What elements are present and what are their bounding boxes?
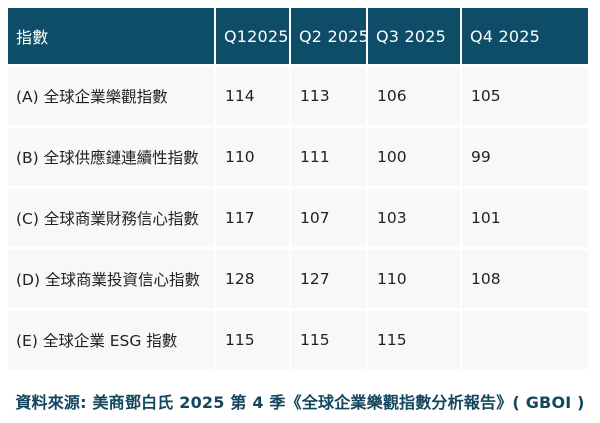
row-label: (A) 全球企業樂觀指數 <box>8 67 214 125</box>
table-row-e: (E) 全球企業 ESG 指數 115 115 115 <box>8 311 588 369</box>
cell-value: 100 <box>368 128 460 186</box>
cell-value: 107 <box>291 189 366 247</box>
cell-value <box>462 311 588 369</box>
cell-value: 105 <box>462 67 588 125</box>
row-label: (E) 全球企業 ESG 指數 <box>8 311 214 369</box>
cell-value: 111 <box>291 128 366 186</box>
cell-value: 115 <box>291 311 366 369</box>
page: 指數 Q12025 Q2 2025 Q3 2025 Q4 2025 (A) 全球… <box>0 5 600 423</box>
cell-value: 101 <box>462 189 588 247</box>
table-row-c: (C) 全球商業財務信心指數 117 107 103 101 <box>8 189 588 247</box>
cell-value: 113 <box>291 67 366 125</box>
cell-value: 114 <box>216 67 289 125</box>
cell-value: 115 <box>216 311 289 369</box>
column-header-index: 指數 <box>8 8 214 64</box>
cell-value: 110 <box>216 128 289 186</box>
cell-value: 110 <box>368 250 460 308</box>
column-header-q2-2025: Q2 2025 <box>291 8 366 64</box>
quarterly-index-table: 指數 Q12025 Q2 2025 Q3 2025 Q4 2025 (A) 全球… <box>6 5 590 372</box>
row-label: (B) 全球供應鏈連續性指數 <box>8 128 214 186</box>
table-row-a: (A) 全球企業樂觀指數 114 113 106 105 <box>8 67 588 125</box>
cell-value: 117 <box>216 189 289 247</box>
table-row-d: (D) 全球商業投資信心指數 128 127 110 108 <box>8 250 588 308</box>
column-header-q3-2025: Q3 2025 <box>368 8 460 64</box>
cell-value: 128 <box>216 250 289 308</box>
header-row: 指數 Q12025 Q2 2025 Q3 2025 Q4 2025 <box>8 8 588 64</box>
cell-value: 106 <box>368 67 460 125</box>
cell-value: 127 <box>291 250 366 308</box>
source-note: 資料來源: 美商鄧白氏 2025 第 4 季《全球企業樂觀指數分析報告》( GB… <box>15 393 585 412</box>
row-label: (C) 全球商業財務信心指數 <box>8 189 214 247</box>
column-header-q4-2025: Q4 2025 <box>462 8 588 64</box>
row-label: (D) 全球商業投資信心指數 <box>8 250 214 308</box>
table-row-b: (B) 全球供應鏈連續性指數 110 111 100 99 <box>8 128 588 186</box>
cell-value: 108 <box>462 250 588 308</box>
column-header-q1-2025: Q12025 <box>216 8 289 64</box>
cell-value: 99 <box>462 128 588 186</box>
cell-value: 103 <box>368 189 460 247</box>
cell-value: 115 <box>368 311 460 369</box>
